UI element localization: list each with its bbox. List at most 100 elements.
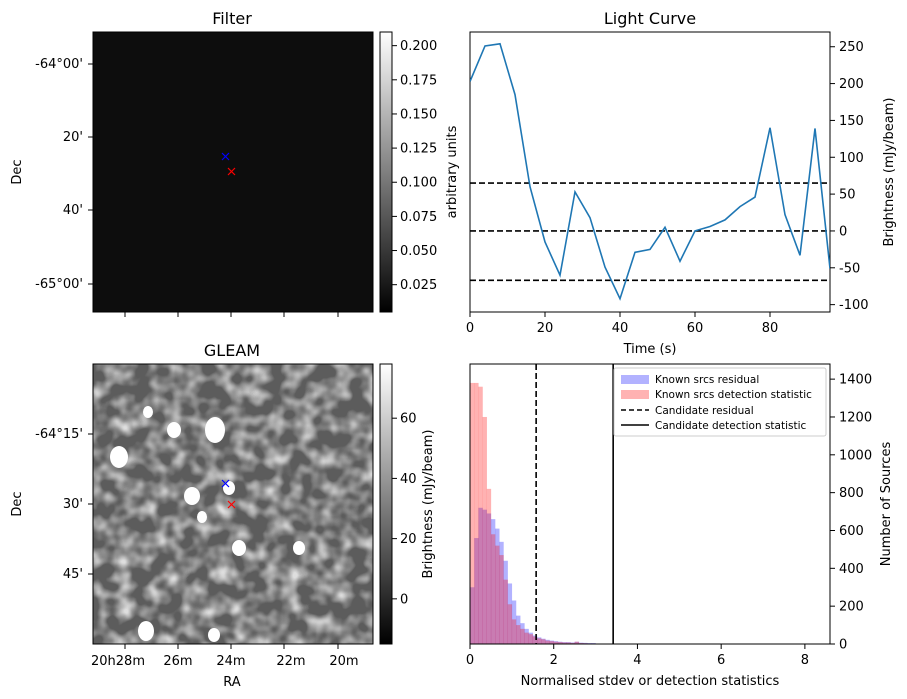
gleam-y-tick: 45' <box>63 567 83 582</box>
histogram-y-tick-label: 1200 <box>839 410 872 425</box>
filter-y-ticks: -64°00' 20' 40' -65°00' <box>35 57 93 292</box>
histogram-bar <box>507 583 513 644</box>
gleam-source <box>197 511 207 523</box>
lightcurve-threshold-lines <box>470 182 830 282</box>
histogram-candidate-lines <box>535 364 614 644</box>
gleam-x-tick: 20m <box>329 654 358 669</box>
histogram-bar <box>503 560 508 644</box>
filter-title: Filter <box>212 9 252 28</box>
lightcurve-y-tick-label: -100 <box>839 298 869 313</box>
gleam-x-tick: 24m <box>216 654 245 669</box>
gleam-image-texture <box>93 364 373 644</box>
gleam-x-tick: 22m <box>276 654 305 669</box>
gleam-marker-blue <box>221 479 230 488</box>
histogram-y-tick-label: 0 <box>839 638 847 653</box>
filter-y-tick: -64°00' <box>35 57 83 72</box>
gleam-source <box>208 628 220 642</box>
gleam-colorbar-label: Brightness (mJy/beam) <box>421 430 436 579</box>
colorbar-tick-label: 0.050 <box>400 244 437 259</box>
gleam-x-tick: 20h28m <box>91 654 145 669</box>
colorbar-tick-label: 0.100 <box>400 176 437 191</box>
histogram-bar <box>499 541 504 644</box>
colorbar-tick-label: 0 <box>400 592 408 607</box>
gleam-xlabel: RA <box>223 675 241 690</box>
histogram-x-ticks: 0 2 4 6 8 <box>466 644 809 668</box>
histogram-xlabel: Normalised stdev or detection statistics <box>521 674 780 689</box>
lightcurve-x-tick-label: 0 <box>466 321 474 336</box>
histogram-bar <box>532 635 538 644</box>
histogram-bar <box>570 642 575 644</box>
gleam-source <box>232 540 246 556</box>
histogram-bar <box>524 632 529 644</box>
histogram-bar <box>578 642 584 644</box>
filter-colorbar <box>379 31 393 313</box>
filter-x-ticks <box>124 312 339 317</box>
colorbar-tick-label: 60 <box>400 412 417 427</box>
histogram-bar <box>490 534 496 644</box>
histogram-bar <box>503 579 508 644</box>
colorbar-tick-label: 0.200 <box>400 39 437 54</box>
lightcurve-xlabel: Time (s) <box>623 342 677 357</box>
histogram-panel: 0 2 4 6 8 0 200 400 600 800 1000 1200 1400 Normalis… <box>466 363 894 689</box>
gleam-bright-sources <box>110 406 305 642</box>
lightcurve-x-tick-label: 20 <box>537 321 554 336</box>
histogram-x-tick-label: 2 <box>550 653 558 668</box>
colorbar-tick-label: 0.075 <box>400 210 437 225</box>
histogram-bar <box>520 623 525 644</box>
filter-image-frame <box>92 31 374 313</box>
histogram-y-tick-label: 600 <box>839 524 864 539</box>
histogram-bar <box>541 639 546 644</box>
histogram-bar <box>524 628 529 644</box>
histogram-x-tick-label: 6 <box>717 653 725 668</box>
histogram-bar <box>557 641 563 644</box>
colorbar-tick-label: 0.150 <box>400 107 437 122</box>
histogram-y-ticks: 0 200 400 600 800 1000 1200 1400 <box>830 373 872 653</box>
histogram-bar <box>482 416 487 644</box>
histogram-bar <box>583 642 588 644</box>
histogram-y-tick-label: 200 <box>839 600 864 615</box>
filter-y-tick: 40' <box>63 203 83 218</box>
histogram-bar <box>516 625 521 644</box>
histogram-bar <box>507 604 513 644</box>
legend-label-candidate-residual: Candidate residual <box>655 405 754 417</box>
histogram-y-tick-label: 1400 <box>839 373 872 388</box>
histogram-x-tick-label: 4 <box>633 653 641 668</box>
filter-panel: Filter -64°00' 20' 40' -65°00' Dec 0.025… <box>10 9 460 317</box>
gleam-source <box>110 446 128 468</box>
filter-y-tick: 20' <box>63 130 83 145</box>
filter-ylabel: Dec <box>10 159 25 184</box>
histogram-x-tick-label: 0 <box>466 653 474 668</box>
histogram-bar <box>549 640 554 644</box>
gleam-y-ticks: -64°15' 30' 45' <box>35 427 93 582</box>
lightcurve-panel: Light Curve 0 20 40 60 80 -100 -50 0 50 100 150 20… <box>466 9 897 357</box>
histogram-bar <box>482 509 487 644</box>
histogram-bar <box>516 615 521 644</box>
lightcurve-x-tick-label: 40 <box>612 321 629 336</box>
histogram-bar <box>557 642 563 644</box>
filter-marker-blue <box>221 152 230 161</box>
histogram-bar <box>536 637 542 644</box>
lightcurve-y-tick-label: 150 <box>839 114 864 129</box>
gleam-source <box>205 417 225 443</box>
lightcurve-x-ticks: 0 20 40 60 80 <box>466 312 778 336</box>
histogram-bar <box>549 641 554 644</box>
histogram-bar <box>478 386 483 644</box>
histogram-x-tick-label: 8 <box>801 653 809 668</box>
gleam-colorbar <box>379 363 393 645</box>
colorbar-tick-label: 0.175 <box>400 73 437 88</box>
histogram-bar <box>499 555 504 644</box>
gleam-x-tick: 26m <box>163 654 192 669</box>
gleam-colorbar-ticks: 0 20 40 60 <box>392 412 417 607</box>
histogram-bar <box>490 519 496 644</box>
gleam-source <box>167 422 181 438</box>
gleam-source <box>293 541 305 555</box>
histogram-bar <box>511 600 517 644</box>
colorbar-tick-label: 0.025 <box>400 278 437 293</box>
lightcurve-y-tick-label: 200 <box>839 77 864 92</box>
histogram-y-tick-label: 400 <box>839 562 864 577</box>
histogram-bar <box>562 642 567 644</box>
colorbar-tick-label: 40 <box>400 472 417 487</box>
histogram-bar <box>470 587 475 644</box>
lightcurve-y-tick-label: 50 <box>839 188 856 203</box>
